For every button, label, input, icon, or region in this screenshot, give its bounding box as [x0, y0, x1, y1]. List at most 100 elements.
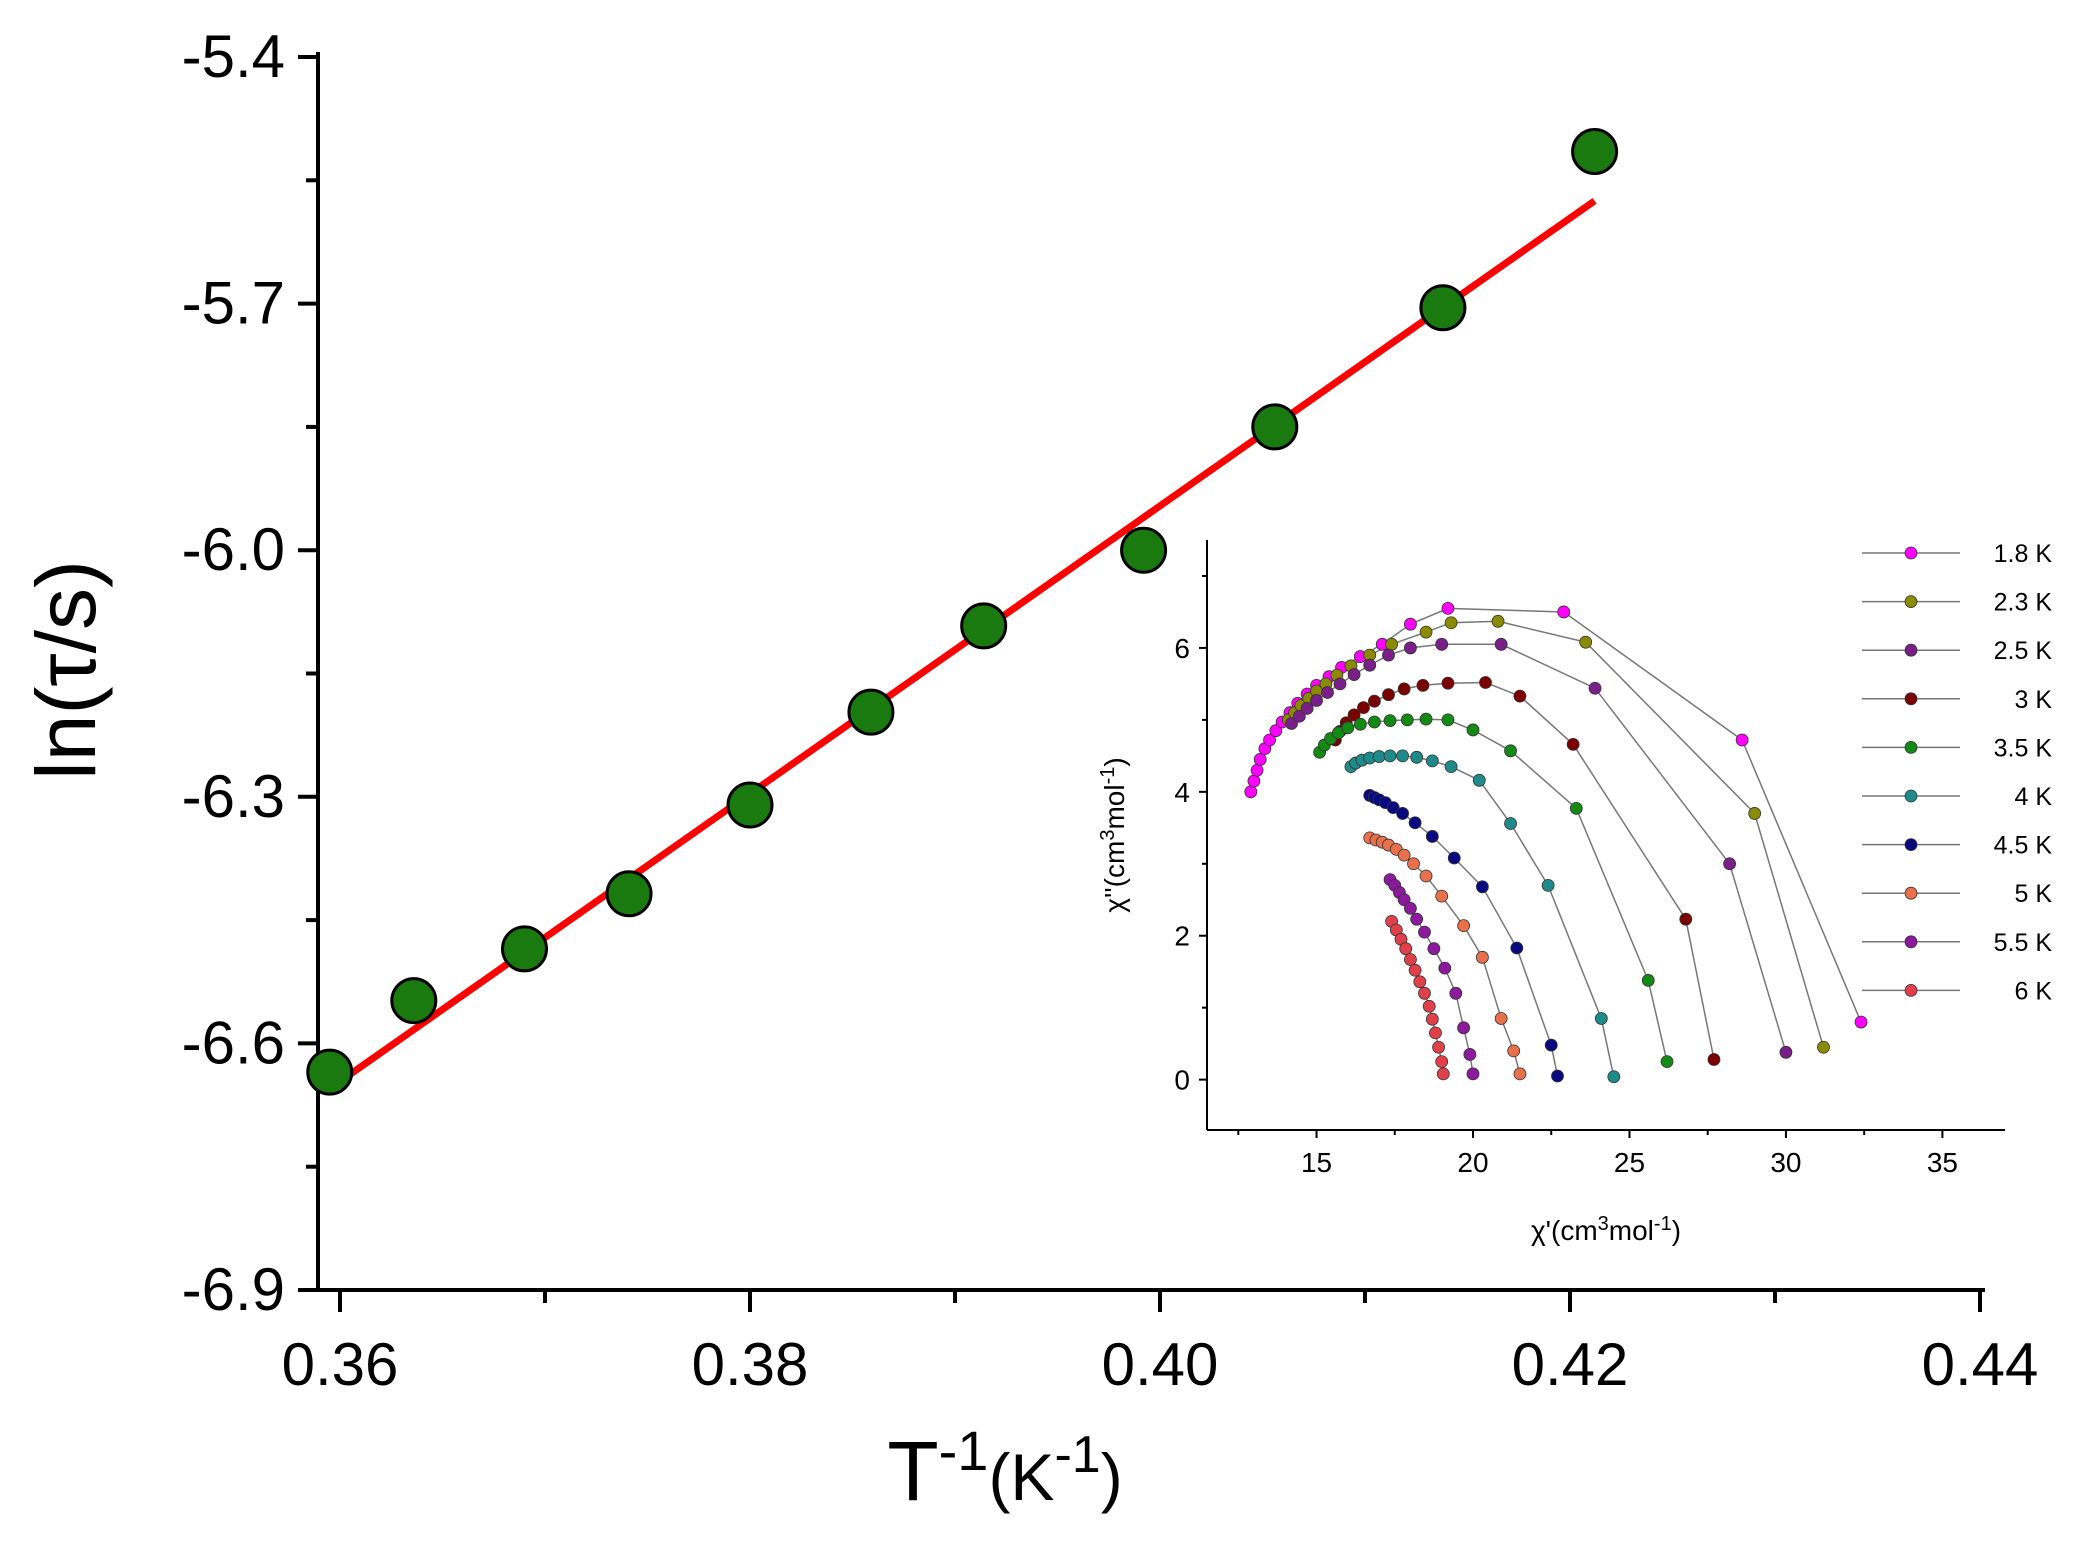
- inset-legend: 1.8 K 2.3 K 2.5 K 3 K 3.5 K 4 K 4.5 K 5 K 5.5 K 6…: [1862, 540, 2052, 1005]
- inset-x-tick-label: 35: [1927, 1147, 1958, 1178]
- legend-label: 5 K: [2014, 880, 2052, 908]
- legend-label: 4.5 K: [1994, 832, 2053, 860]
- inset-data-point: [1429, 1026, 1442, 1040]
- inset-data-point: [1504, 744, 1517, 758]
- inset-data-point: [1419, 869, 1433, 883]
- inset-data-point: [1418, 986, 1431, 1000]
- inset-data-point: [1441, 601, 1455, 615]
- main-y-tick-label: -5.7: [182, 270, 285, 337]
- inset-data-point: [1397, 682, 1411, 696]
- inset-data-point: [1250, 763, 1264, 777]
- inset-data-point: [1457, 919, 1471, 933]
- inset-data-point: [1422, 999, 1436, 1013]
- inset-data-point: [1404, 641, 1417, 655]
- legend-label: 4 K: [2014, 783, 2052, 811]
- inset-data-point: [1300, 701, 1314, 715]
- inset-data-point: [1385, 637, 1399, 651]
- inset-data-point: [1507, 1044, 1521, 1058]
- data-points-layer: [306, 128, 1619, 1096]
- data-point: [605, 870, 653, 918]
- legend-swatch-marker: [1904, 886, 1918, 900]
- inset-data-point: [1404, 953, 1417, 966]
- inset-data-point: [1569, 801, 1583, 815]
- inset-data-point: [1579, 635, 1593, 649]
- legend-swatch-marker: [1904, 546, 1918, 560]
- inset-data-point: [1435, 637, 1449, 651]
- inset-y-tick-label: 6: [1174, 633, 1190, 664]
- inset-data-point: [1513, 689, 1527, 703]
- inset-data-point: [1457, 1021, 1471, 1035]
- legend-swatch-marker: [1904, 789, 1918, 803]
- inset-data-point: [1418, 925, 1431, 939]
- inset-data-point: [1607, 1070, 1621, 1084]
- inset-data-point: [1441, 713, 1455, 727]
- legend-label: 3 K: [2014, 686, 2052, 714]
- main-x-tick-label: 0.38: [692, 1331, 809, 1398]
- inset-data-point: [1396, 749, 1409, 763]
- inset-data-point: [1475, 950, 1489, 964]
- inset-data-point: [1383, 749, 1397, 763]
- inset-x-axis-title: χ'(cm3mol-1): [1531, 1213, 1681, 1246]
- main-y-tick-label: -6.6: [182, 1009, 285, 1076]
- inset-data-point: [1333, 677, 1347, 691]
- inset-y-tick-label: 2: [1174, 921, 1190, 952]
- legend-label: 3.5 K: [1994, 734, 2053, 762]
- inset-data-point: [1427, 942, 1441, 956]
- inset-data-point: [1588, 681, 1602, 695]
- inset-data-point: [1444, 616, 1458, 630]
- inset-data-point: [1594, 1012, 1608, 1025]
- inset-data-point: [1404, 901, 1417, 915]
- inset-data-point: [1413, 975, 1427, 989]
- legend-swatch-marker: [1904, 935, 1918, 949]
- data-point: [390, 977, 438, 1025]
- data-point: [726, 781, 774, 829]
- main-y-tick-label: -5.4: [182, 23, 285, 90]
- inset-data-point: [1679, 912, 1693, 926]
- inset-data-point: [1466, 1067, 1480, 1081]
- legend-label: 5.5 K: [1994, 929, 2053, 957]
- inset-series-line: [1319, 718, 1668, 1062]
- inset-data-point: [1748, 807, 1762, 820]
- data-point: [847, 688, 895, 736]
- inset-data-point: [1397, 893, 1411, 907]
- inset-data-point: [1779, 1045, 1793, 1059]
- inset-data-point: [1466, 723, 1480, 737]
- x-title-end: ): [1101, 1440, 1123, 1514]
- inset-data-point: [1353, 717, 1367, 731]
- inset-data-point: [1397, 848, 1411, 862]
- inset-x-tick-label: 25: [1614, 1147, 1645, 1178]
- inset-data-point: [1244, 785, 1258, 799]
- x-title-base: T: [887, 1424, 938, 1518]
- inset-data-point: [1368, 715, 1381, 729]
- inset-data-point: [1292, 709, 1306, 723]
- inset-series-layer: [1244, 601, 1868, 1084]
- inset-data-point: [1447, 851, 1461, 865]
- data-point: [1419, 284, 1467, 332]
- legend-swatch-marker: [1904, 984, 1918, 997]
- inset-data-point: [1363, 658, 1377, 672]
- legend-swatch-marker: [1904, 595, 1918, 608]
- inset-data-point: [1472, 773, 1486, 787]
- inset-data-point: [1479, 676, 1492, 689]
- inset-data-point: [1444, 760, 1458, 774]
- inset-data-point: [1641, 973, 1655, 987]
- x-title-sup2: -1: [1054, 1426, 1100, 1484]
- main-y-tick-label: -6.0: [182, 516, 285, 583]
- inset-data-point: [1269, 724, 1283, 738]
- inset-y-tick-label: 0: [1174, 1065, 1190, 1096]
- inset-data-point: [1510, 941, 1524, 955]
- inset-data-point: [1504, 817, 1517, 830]
- inset-x-tick-label: 30: [1770, 1147, 1801, 1178]
- inset-data-point: [1463, 1048, 1477, 1061]
- inset-data-point: [1566, 737, 1580, 751]
- inset-data-point: [1425, 754, 1439, 768]
- inset-data-point: [1383, 714, 1397, 727]
- inset-data-point: [1253, 753, 1267, 766]
- legend-label: 6 K: [2014, 977, 2052, 1005]
- main-x-tick-label: 0.36: [282, 1331, 399, 1398]
- inset-data-point: [1419, 712, 1433, 726]
- inset-data-point: [1321, 686, 1334, 699]
- main-x-tick-label: 0.44: [1922, 1331, 2039, 1398]
- legend-swatch-marker: [1904, 643, 1918, 657]
